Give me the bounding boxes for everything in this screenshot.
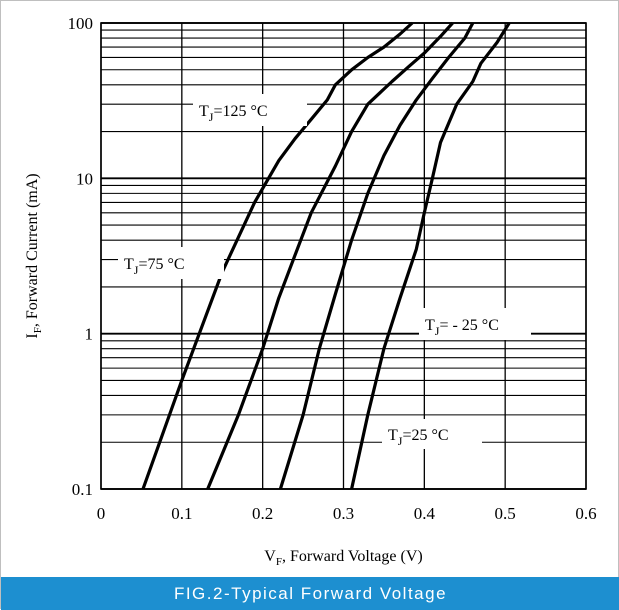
series-label-1: TJ=125 °C: [193, 94, 307, 126]
series-label-background: [118, 247, 224, 279]
x-tick-label: 0.3: [333, 504, 354, 523]
x-tick-label: 0.1: [171, 504, 192, 523]
series-line-2: [206, 21, 454, 490]
x-tick-label: 0.2: [252, 504, 273, 523]
figure-caption: FIG.2-Typical Forward Voltage: [1, 577, 619, 610]
series-label-background: [382, 419, 482, 449]
forward-voltage-chart: TJ=125 °CTJ=75 °CTJ= - 25 °CTJ=25 °C 0 0.…: [24, 14, 597, 568]
plot-border: [100, 22, 587, 490]
y-tick-label: 10: [76, 169, 93, 188]
x-tick-label: 0: [97, 504, 106, 523]
x-tick-label: 0.6: [575, 504, 596, 523]
series-labels: TJ=125 °C TJ=75 °C TJ= - 25 °C TJ=25 °C: [118, 94, 531, 449]
series-label-background: [419, 308, 531, 340]
x-tick-label: 0.5: [495, 504, 516, 523]
series-line-4: [350, 22, 511, 490]
x-axis-label: VF, Forward Voltage (V): [264, 548, 422, 568]
x-tick-label: 0.4: [414, 504, 436, 523]
series-label-text: TJ=125 °C: [199, 103, 268, 124]
series-label-4: TJ=25 °C: [382, 419, 482, 449]
series-label-text: TJ=75 °C: [124, 256, 185, 277]
series-line-1: [141, 21, 414, 490]
series-line-3: [278, 22, 475, 490]
series-label-2: TJ=75 °C: [118, 247, 224, 279]
series-label-text: TJ=25 °C: [388, 427, 449, 448]
series-label-text: TJ= - 25 °C: [425, 317, 499, 338]
series-label-3: TJ= - 25 °C: [419, 308, 531, 340]
series-label-background: [193, 94, 307, 126]
y-tick-label: 0.1: [72, 480, 93, 499]
y-tick-label: 100: [68, 14, 94, 33]
curves: [141, 21, 511, 490]
y-axis-label: IF, Forward Current (mA): [24, 173, 44, 338]
y-tick-label: 1: [85, 325, 94, 344]
